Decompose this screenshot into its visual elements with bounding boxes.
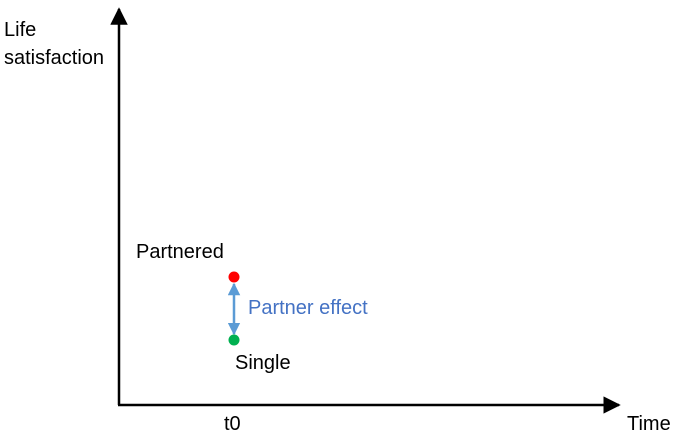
single-label: Single: [235, 352, 291, 374]
x-tick-label: t0: [224, 413, 241, 435]
y-axis-label: Life satisfaction: [4, 16, 104, 72]
single-point: [228, 334, 240, 346]
x-axis-label: Time: [627, 413, 671, 435]
partnered-point: [228, 271, 240, 283]
y-axis-label-line-2: satisfaction: [4, 47, 105, 69]
y-axis-label-line-1: Life: [4, 19, 37, 41]
partnered-label: Partnered: [136, 241, 224, 263]
partner-effect-label: Partner effect: [248, 297, 368, 319]
